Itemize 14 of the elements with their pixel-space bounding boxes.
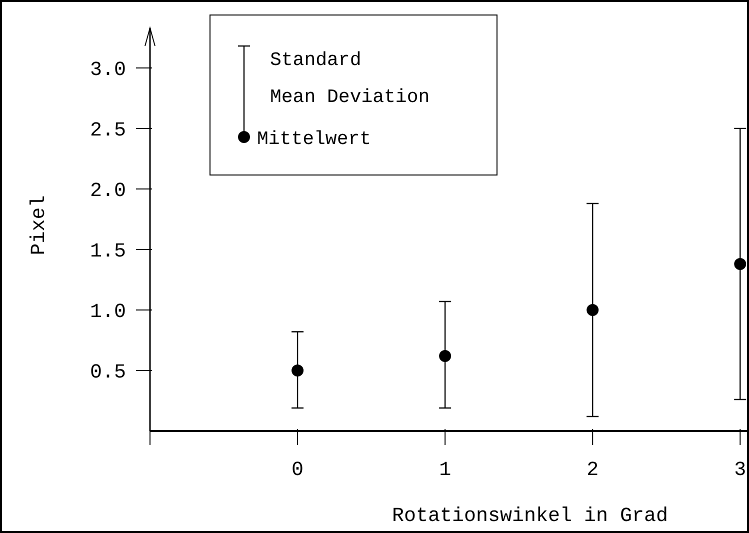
- legend-label: Mittelwert: [257, 128, 372, 150]
- y-tick-label: 1.5: [90, 240, 126, 264]
- x-tick-label: 1: [439, 459, 452, 482]
- y-tick-label: 0.5: [90, 361, 126, 384]
- x-tick-label: 0: [292, 459, 304, 482]
- y-tick-label: 2.5: [90, 119, 126, 142]
- y-tick-label: 2.0: [90, 180, 126, 203]
- x-tick-label: 3: [734, 459, 746, 482]
- y-tick-label: 3.0: [90, 58, 126, 82]
- x-axis-title: Rotationswinkel in Grad: [392, 505, 668, 528]
- y-tick-label: 1.0: [90, 300, 126, 324]
- y-axis-title: Pixel: [28, 195, 51, 256]
- x-tick-label: 2: [586, 459, 599, 482]
- annotation: Standard Mean Deviation: [270, 49, 430, 108]
